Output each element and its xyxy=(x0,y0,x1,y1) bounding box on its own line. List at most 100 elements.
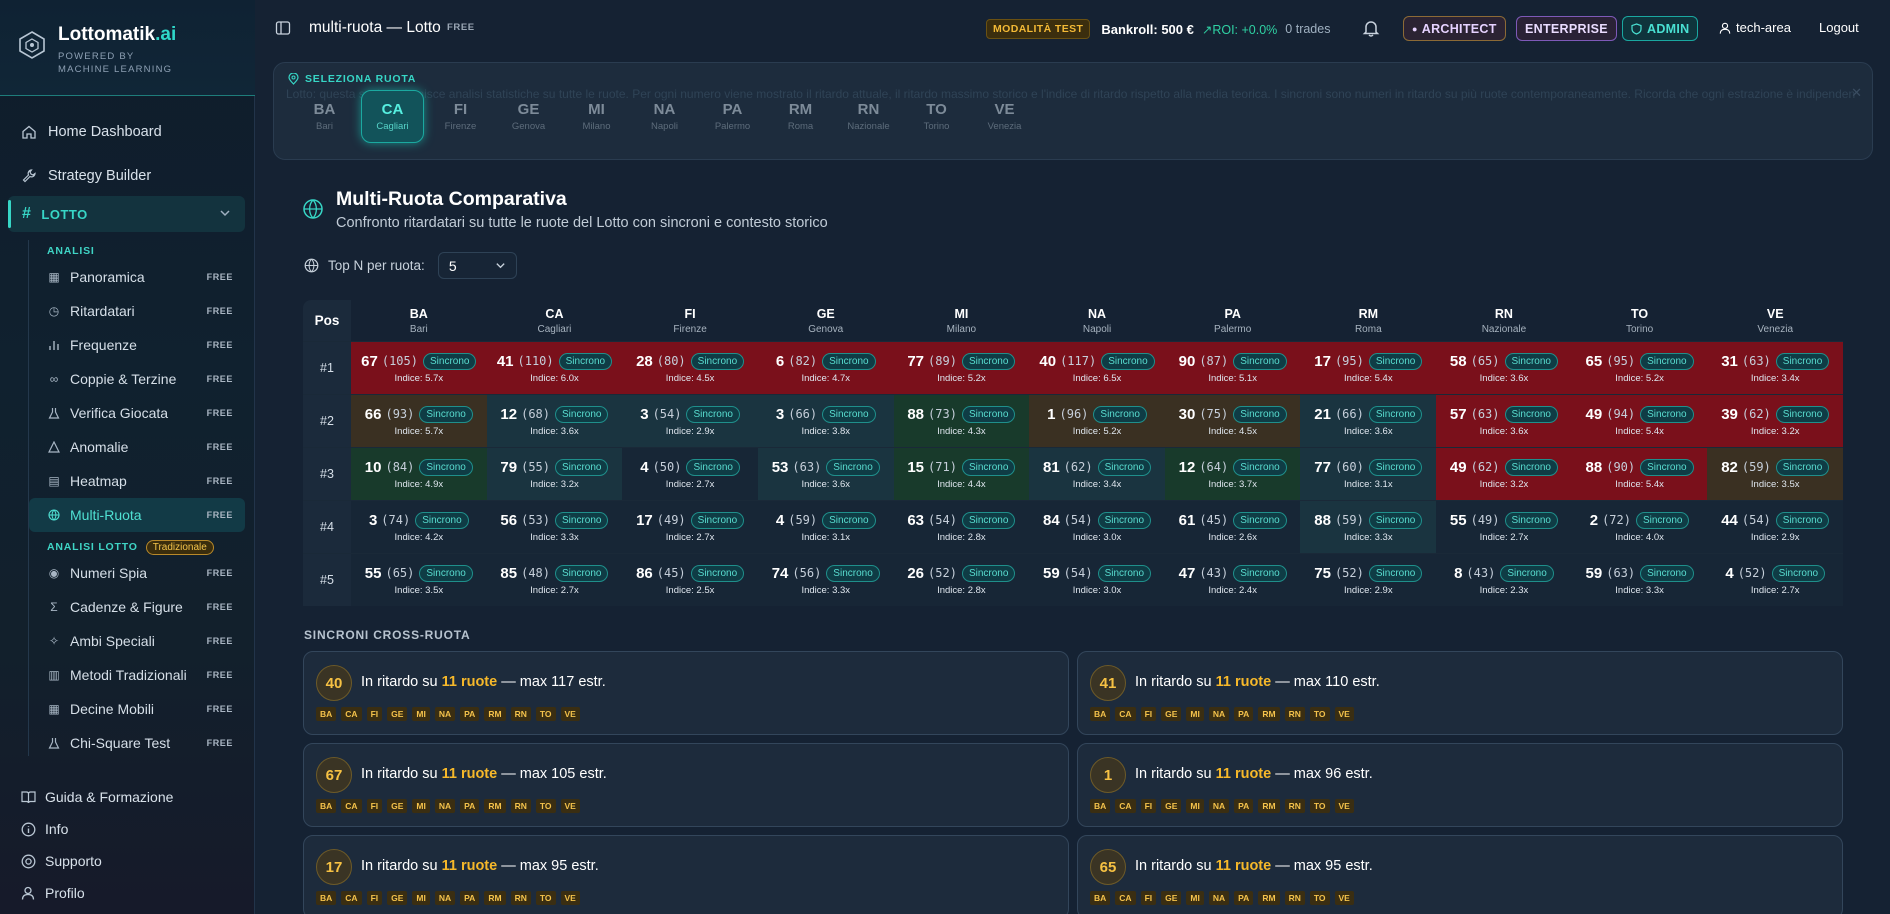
table-cell[interactable]: 77 (60) Sincrono Indice: 3.1x xyxy=(1300,448,1437,500)
table-cell[interactable]: 49 (62) Sincrono Indice: 3.2x xyxy=(1436,448,1572,500)
nav-supporto[interactable]: Supporto xyxy=(10,845,245,877)
table-cell[interactable]: 47 (43) Sincrono Indice: 2.4x xyxy=(1164,554,1301,606)
sincrono-card[interactable]: 67 In ritardo su 11 ruote — max 105 estr.… xyxy=(303,743,1069,827)
table-cell[interactable]: 44 (54) Sincrono Indice: 2.9x xyxy=(1707,501,1844,553)
table-cell[interactable]: 56 (53) Sincrono Indice: 3.3x xyxy=(486,501,623,553)
nav-frequenze[interactable]: Frequenze FREE xyxy=(29,328,245,362)
table-cell[interactable]: 84 (54) Sincrono Indice: 3.0x xyxy=(1029,501,1165,553)
table-cell[interactable]: 30 (75) Sincrono Indice: 4.5x xyxy=(1164,395,1301,447)
table-cell[interactable]: 77 (89) Sincrono Indice: 5.2x xyxy=(893,342,1030,394)
table-cell[interactable]: 3 (54) Sincrono Indice: 2.9x xyxy=(622,395,758,447)
table-cell[interactable]: 79 (55) Sincrono Indice: 3.2x xyxy=(486,448,623,500)
nav-strategy-builder[interactable]: Strategy Builder xyxy=(10,154,245,198)
ruota-option-ba[interactable]: BA Bari xyxy=(293,90,356,143)
ruota-option-ge[interactable]: GE Genova xyxy=(497,90,560,143)
close-icon[interactable]: ✕ xyxy=(1851,85,1862,100)
sincrono-card[interactable]: 41 In ritardo su 11 ruote — max 110 estr.… xyxy=(1077,651,1843,735)
table-cell[interactable]: 65 (95) Sincrono Indice: 5.2x xyxy=(1571,342,1708,394)
lotto-section-toggle[interactable]: # LOTTO xyxy=(8,196,245,232)
table-cell[interactable]: 39 (62) Sincrono Indice: 3.2x xyxy=(1707,395,1844,447)
table-cell[interactable]: 81 (62) Sincrono Indice: 3.4x xyxy=(1029,448,1165,500)
sincrono-card[interactable]: 65 In ritardo su 11 ruote — max 95 estr. B… xyxy=(1077,835,1843,914)
table-cell[interactable]: 31 (63) Sincrono Indice: 3.4x xyxy=(1707,342,1844,394)
table-cell[interactable]: 57 (63) Sincrono Indice: 3.6x xyxy=(1436,395,1572,447)
ruota-option-ca[interactable]: CA Cagliari xyxy=(361,90,424,143)
table-cell[interactable]: 12 (64) Sincrono Indice: 3.7x xyxy=(1164,448,1301,500)
nav-decine-mobili[interactable]: ▦ Decine Mobili FREE xyxy=(29,692,245,726)
table-cell[interactable]: 17 (49) Sincrono Indice: 2.7x xyxy=(622,501,758,553)
table-cell[interactable]: 40 (117) Sincrono Indice: 6.5x xyxy=(1029,342,1165,394)
table-cell[interactable]: 49 (94) Sincrono Indice: 5.4x xyxy=(1571,395,1708,447)
table-cell[interactable]: 6 (82) Sincrono Indice: 4.7x xyxy=(757,342,894,394)
sincrono-card[interactable]: 40 In ritardo su 11 ruote — max 117 estr.… xyxy=(303,651,1069,735)
nav-home-dashboard[interactable]: Home Dashboard xyxy=(10,110,245,154)
nav-profilo[interactable]: Profilo xyxy=(10,877,245,909)
table-cell[interactable]: 26 (52) Sincrono Indice: 2.8x xyxy=(893,554,1030,606)
table-cell[interactable]: 86 (45) Sincrono Indice: 2.5x xyxy=(622,554,758,606)
table-cell[interactable]: 4 (52) Sincrono Indice: 2.7x xyxy=(1707,554,1844,606)
table-cell[interactable]: 88 (73) Sincrono Indice: 4.3x xyxy=(893,395,1030,447)
table-cell[interactable]: 12 (68) Sincrono Indice: 3.6x xyxy=(486,395,623,447)
nav-guida-formazione[interactable]: Guida & Formazione xyxy=(10,781,245,813)
nav-heatmap[interactable]: ▤ Heatmap FREE xyxy=(29,464,245,498)
table-cell[interactable]: 75 (52) Sincrono Indice: 2.9x xyxy=(1300,554,1437,606)
table-cell[interactable]: 61 (45) Sincrono Indice: 2.6x xyxy=(1164,501,1301,553)
table-cell[interactable]: 3 (66) Sincrono Indice: 3.8x xyxy=(757,395,894,447)
ruota-option-rn[interactable]: RN Nazionale xyxy=(837,90,900,143)
table-cell[interactable]: 8 (43) Sincrono Indice: 2.3x xyxy=(1436,554,1572,606)
nav-info[interactable]: Info xyxy=(10,813,245,845)
nav-metodi-tradizionali[interactable]: ▥ Metodi Tradizionali FREE xyxy=(29,658,245,692)
sincrono-card[interactable]: 17 In ritardo su 11 ruote — max 95 estr. B… xyxy=(303,835,1069,914)
table-cell[interactable]: 53 (63) Sincrono Indice: 3.6x xyxy=(757,448,894,500)
table-cell[interactable]: 4 (50) Sincrono Indice: 2.7x xyxy=(622,448,758,500)
sincrono-card[interactable]: 1 In ritardo su 11 ruote — max 96 estr. BA… xyxy=(1077,743,1843,827)
topn-select[interactable]: 5 xyxy=(437,252,517,279)
ruota-option-rm[interactable]: RM Roma xyxy=(769,90,832,143)
table-cell[interactable]: 28 (80) Sincrono Indice: 4.5x xyxy=(622,342,758,394)
ruota-option-pa[interactable]: PA Palermo xyxy=(701,90,764,143)
table-cell[interactable]: 55 (49) Sincrono Indice: 2.7x xyxy=(1436,501,1572,553)
table-cell[interactable]: 90 (87) Sincrono Indice: 5.1x xyxy=(1164,342,1301,394)
table-cell[interactable]: 41 (110) Sincrono Indice: 6.0x xyxy=(486,342,623,394)
nav-chi-square-test[interactable]: Chi-Square Test FREE xyxy=(29,726,245,756)
logout-button[interactable]: Logout xyxy=(1819,20,1859,35)
sidebar-toggle-icon[interactable] xyxy=(275,20,291,36)
table-cell[interactable]: 66 (93) Sincrono Indice: 5.7x xyxy=(351,395,487,447)
nav-cadenze-figure[interactable]: Σ Cadenze & Figure FREE xyxy=(29,590,245,624)
ruota-option-mi[interactable]: MI Milano xyxy=(565,90,628,143)
nav-ambi-speciali[interactable]: ✧ Ambi Speciali FREE xyxy=(29,624,245,658)
user-menu[interactable]: tech-area xyxy=(1719,20,1791,35)
ruota-option-fi[interactable]: FI Firenze xyxy=(429,90,492,143)
table-cell[interactable]: 82 (59) Sincrono Indice: 3.5x xyxy=(1707,448,1844,500)
table-cell[interactable]: 58 (65) Sincrono Indice: 3.6x xyxy=(1436,342,1572,394)
table-cell[interactable]: 2 (72) Sincrono Indice: 4.0x xyxy=(1571,501,1708,553)
table-cell[interactable]: 1 (96) Sincrono Indice: 5.2x xyxy=(1029,395,1165,447)
table-cell[interactable]: 74 (56) Sincrono Indice: 3.3x xyxy=(757,554,894,606)
admin-badge[interactable]: ADMIN xyxy=(1622,16,1699,41)
table-cell[interactable]: 88 (59) Sincrono Indice: 3.3x xyxy=(1300,501,1437,553)
ruota-option-na[interactable]: NA Napoli xyxy=(633,90,696,143)
nav-ritardatari[interactable]: ◷ Ritardatari FREE xyxy=(29,294,245,328)
table-cell[interactable]: 67 (105) Sincrono Indice: 5.7x xyxy=(351,342,487,394)
nav-panoramica[interactable]: ▦ Panoramica FREE xyxy=(29,260,245,294)
table-cell[interactable]: 59 (63) Sincrono Indice: 3.3x xyxy=(1571,554,1708,606)
nav-verifica-giocata[interactable]: Verifica Giocata FREE xyxy=(29,396,245,430)
table-cell[interactable]: 17 (95) Sincrono Indice: 5.4x xyxy=(1300,342,1437,394)
table-cell[interactable]: 88 (90) Sincrono Indice: 5.4x xyxy=(1571,448,1708,500)
table-cell[interactable]: 59 (54) Sincrono Indice: 3.0x xyxy=(1029,554,1165,606)
nav-coppie-terzine[interactable]: ∞ Coppie & Terzine FREE xyxy=(29,362,245,396)
table-cell[interactable]: 15 (71) Sincrono Indice: 4.4x xyxy=(893,448,1030,500)
ruota-option-to[interactable]: TO Torino xyxy=(905,90,968,143)
nav-numeri-spia[interactable]: ◉ Numeri Spia FREE xyxy=(29,556,245,590)
ruota-option-ve[interactable]: VE Venezia xyxy=(973,90,1036,143)
architect-badge[interactable]: ● ARCHITECT xyxy=(1403,16,1506,41)
table-cell[interactable]: 55 (65) Sincrono Indice: 3.5x xyxy=(351,554,487,606)
enterprise-badge[interactable]: ENTERPRISE xyxy=(1516,16,1617,41)
table-cell[interactable]: 85 (48) Sincrono Indice: 2.7x xyxy=(486,554,623,606)
table-cell[interactable]: 4 (59) Sincrono Indice: 3.1x xyxy=(757,501,894,553)
bell-icon[interactable] xyxy=(1361,18,1381,38)
table-cell[interactable]: 3 (74) Sincrono Indice: 4.2x xyxy=(351,501,487,553)
table-cell[interactable]: 10 (84) Sincrono Indice: 4.9x xyxy=(351,448,487,500)
table-cell[interactable]: 63 (54) Sincrono Indice: 2.8x xyxy=(893,501,1030,553)
nav-anomalie[interactable]: Anomalie FREE xyxy=(29,430,245,464)
